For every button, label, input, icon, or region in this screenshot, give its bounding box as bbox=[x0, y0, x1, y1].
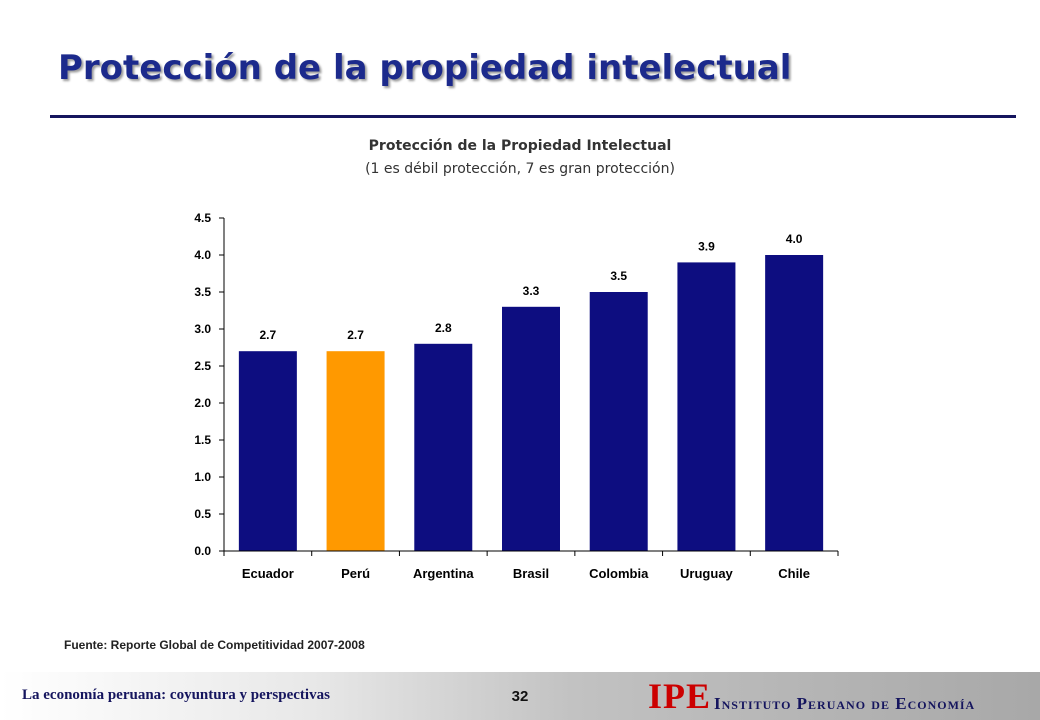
bar-perú bbox=[326, 351, 385, 551]
y-tick-label: 1.0 bbox=[194, 470, 211, 484]
x-tick-label: Chile bbox=[778, 566, 810, 581]
data-label: 2.7 bbox=[260, 328, 277, 342]
page-number: 32 bbox=[511, 688, 529, 705]
bar-colombia bbox=[589, 292, 648, 551]
bar-brasil bbox=[502, 306, 560, 551]
data-label: 2.8 bbox=[435, 321, 452, 335]
y-tick-label: 2.5 bbox=[194, 359, 211, 373]
data-label: 3.9 bbox=[698, 239, 715, 253]
y-tick-label: 2.0 bbox=[194, 396, 211, 410]
x-tick-label: Brasil bbox=[513, 566, 549, 581]
footer-text: La economía peruana: coyuntura y perspec… bbox=[22, 687, 330, 703]
bar-chile bbox=[765, 255, 824, 551]
y-tick-label: 0.5 bbox=[194, 507, 211, 521]
data-label: 2.7 bbox=[347, 328, 364, 342]
data-label: 3.3 bbox=[523, 284, 540, 298]
chart-subtitle: (1 es débil protección, 7 es gran protec… bbox=[365, 161, 675, 177]
y-tick-label: 4.5 bbox=[194, 211, 211, 225]
x-tick-label: Ecuador bbox=[242, 566, 294, 581]
y-tick-label: 3.5 bbox=[194, 285, 211, 299]
y-tick-label: 4.0 bbox=[194, 248, 211, 262]
institute-name: Instituto Peruano de Economía bbox=[714, 694, 976, 713]
data-label: 3.5 bbox=[610, 269, 627, 283]
data-label: 4.0 bbox=[786, 232, 803, 246]
y-tick-label: 3.0 bbox=[194, 322, 211, 336]
x-tick-label: Colombia bbox=[589, 566, 649, 581]
title-divider bbox=[50, 115, 1016, 118]
bar-argentina bbox=[414, 343, 473, 551]
bar-ecuador bbox=[238, 351, 297, 551]
slide-title: Protección de la propiedad intelectual bbox=[58, 48, 792, 88]
x-tick-label: Uruguay bbox=[680, 566, 734, 581]
chart-title: Protección de la Propiedad Intelectual bbox=[368, 138, 672, 154]
source-note: Fuente: Reporte Global de Competitividad… bbox=[64, 638, 365, 652]
y-tick-label: 0.0 bbox=[194, 544, 211, 558]
ipe-logo: IPE bbox=[648, 676, 712, 716]
bar-uruguay bbox=[677, 262, 736, 551]
y-tick-label: 1.5 bbox=[194, 433, 211, 447]
x-tick-label: Argentina bbox=[413, 566, 474, 581]
x-tick-label: Perú bbox=[341, 566, 370, 581]
footer-bar bbox=[0, 672, 1040, 720]
